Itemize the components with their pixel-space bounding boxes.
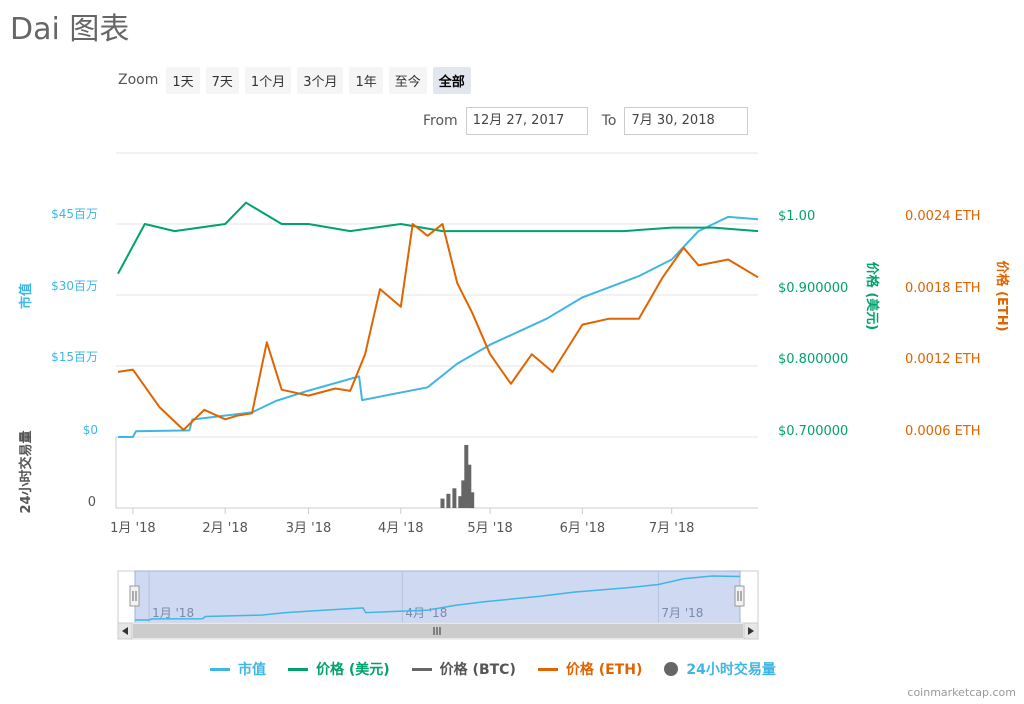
mcap-tick: $30百万: [51, 279, 98, 293]
mcap-tick: $0: [83, 423, 98, 437]
volume-bar: [467, 464, 472, 508]
eth-axis-title: 价格 (ETH): [994, 260, 1010, 331]
zoom-7d-button[interactable]: 7天: [205, 66, 239, 94]
eth-tick: 0.0018 ETH: [905, 281, 981, 296]
legend-label: 24小时交易量: [686, 662, 776, 678]
volume-bar: [464, 445, 469, 508]
navigator-tick-label: 1月 '18: [152, 606, 194, 620]
credit-text: coinmarketcap.com: [907, 686, 1016, 699]
volume-axis-title: 24小时交易量: [18, 430, 34, 513]
left-arrow-icon: [122, 627, 128, 635]
scrollbar: [117, 622, 759, 640]
zoom-label: Zoom: [118, 72, 159, 88]
zoom-all-button[interactable]: 全部: [432, 66, 471, 94]
to-label: To: [601, 113, 617, 129]
legend-item-price-eth[interactable]: 价格 (ETH): [537, 659, 643, 679]
usd-tick: $1.00: [778, 209, 815, 224]
x-tick-label: 3月 '18: [286, 521, 332, 536]
legend-label: 价格 (美元): [316, 662, 390, 678]
volume-bar: [452, 488, 457, 508]
price-usd-line: [117, 201, 759, 275]
mcap-tick: $15百万: [51, 350, 98, 364]
zoom-1d-button[interactable]: 1天: [166, 66, 200, 94]
eth-tick: 0.0012 ETH: [905, 352, 981, 367]
usd-tick: $0.800000: [778, 352, 848, 367]
volume-bar: [440, 498, 445, 508]
legend-swatch: [288, 667, 308, 671]
series-layer: [117, 201, 759, 509]
legend-item-market-cap[interactable]: 市值: [210, 659, 266, 679]
navigator-background: [117, 570, 759, 624]
mcap-axis-title: 市值: [18, 283, 34, 309]
mcap-tick: $45百万: [51, 207, 98, 221]
legend-dot: [664, 662, 679, 676]
right-arrow-icon: [748, 627, 754, 635]
x-tick-label: 1月 '18: [110, 521, 156, 536]
zoom-1y-button[interactable]: 1年: [349, 66, 383, 94]
navigator-ticks: 1月 '18 4月 '18 7月 '18: [148, 571, 703, 623]
zoom-controls: Zoom 1天 7天 1个月 3个月 1年 至今 全部: [118, 66, 477, 94]
usd-axis-title: 价格 (美元): [864, 262, 880, 330]
zoom-ytd-button[interactable]: 至今: [388, 66, 427, 94]
legend-item-volume[interactable]: 24小时交易量: [664, 659, 776, 679]
navigator-right-handle[interactable]: [734, 585, 745, 607]
volume-bar: [458, 496, 463, 508]
market-cap-line: [118, 215, 759, 438]
x-tick-label: 7月 '18: [649, 521, 695, 536]
scrollbar-right-arrow[interactable]: [743, 622, 759, 640]
navigator-left-handle[interactable]: [129, 585, 140, 607]
to-date-input[interactable]: 7月 30, 2018: [624, 107, 749, 135]
navigator-selection[interactable]: [134, 570, 741, 624]
x-axis-ticks: 1月 '18 2月 '18 3月 '18 4月 '18 5月 '18 6月 '18 7月 '…: [110, 508, 694, 536]
volume-bar: [470, 492, 475, 509]
scrollbar-thumb[interactable]: [133, 624, 743, 638]
x-tick-label: 5月 '18: [467, 521, 513, 536]
x-tick-label: 6月 '18: [560, 521, 606, 536]
date-range-controls: From 12月 27, 2017 To 7月 30, 2018: [423, 107, 762, 135]
legend-item-price-usd[interactable]: 价格 (美元): [288, 659, 390, 679]
grid: [116, 152, 758, 438]
navigator-market-cap-line: [135, 575, 741, 621]
eth-tick: 0.0006 ETH: [905, 424, 981, 439]
navigator-tick-label: 7月 '18: [661, 606, 703, 620]
legend-swatch: [210, 667, 230, 671]
zoom-3m-button[interactable]: 3个月: [297, 66, 344, 94]
from-date-input[interactable]: 12月 27, 2017: [465, 107, 588, 135]
legend-label: 价格 (BTC): [439, 662, 516, 678]
legend-swatch: [411, 667, 432, 671]
from-label: From: [423, 113, 458, 129]
legend-item-price-btc[interactable]: 价格 (BTC): [411, 659, 516, 679]
chart-legend: 市值 价格 (美元) 价格 (BTC) 价格 (ETH) 24小时交易量: [210, 659, 798, 679]
scrollbar-left-arrow[interactable]: [117, 622, 133, 640]
navigator: 1月 '18 4月 '18 7月 '18: [117, 570, 759, 624]
scrollbar-track[interactable]: [117, 622, 759, 640]
x-tick-label: 4月 '18: [378, 521, 424, 536]
price-eth-line: [117, 223, 759, 431]
legend-label: 价格 (ETH): [565, 662, 643, 678]
legend-swatch: [537, 667, 558, 671]
eth-tick: 0.0024 ETH: [905, 209, 981, 224]
page-title: Dai 图表: [10, 12, 130, 47]
zoom-1m-button[interactable]: 1个月: [244, 66, 292, 94]
usd-tick: $0.900000: [778, 281, 848, 296]
navigator-tick-label: 4月 '18: [405, 606, 447, 620]
legend-label: 市值: [238, 662, 266, 678]
volume-bar: [446, 493, 451, 508]
usd-tick: $0.700000: [778, 424, 848, 439]
volume-bar: [461, 480, 466, 508]
x-tick-label: 2月 '18: [202, 521, 248, 536]
volume-tick: 0: [88, 495, 96, 510]
